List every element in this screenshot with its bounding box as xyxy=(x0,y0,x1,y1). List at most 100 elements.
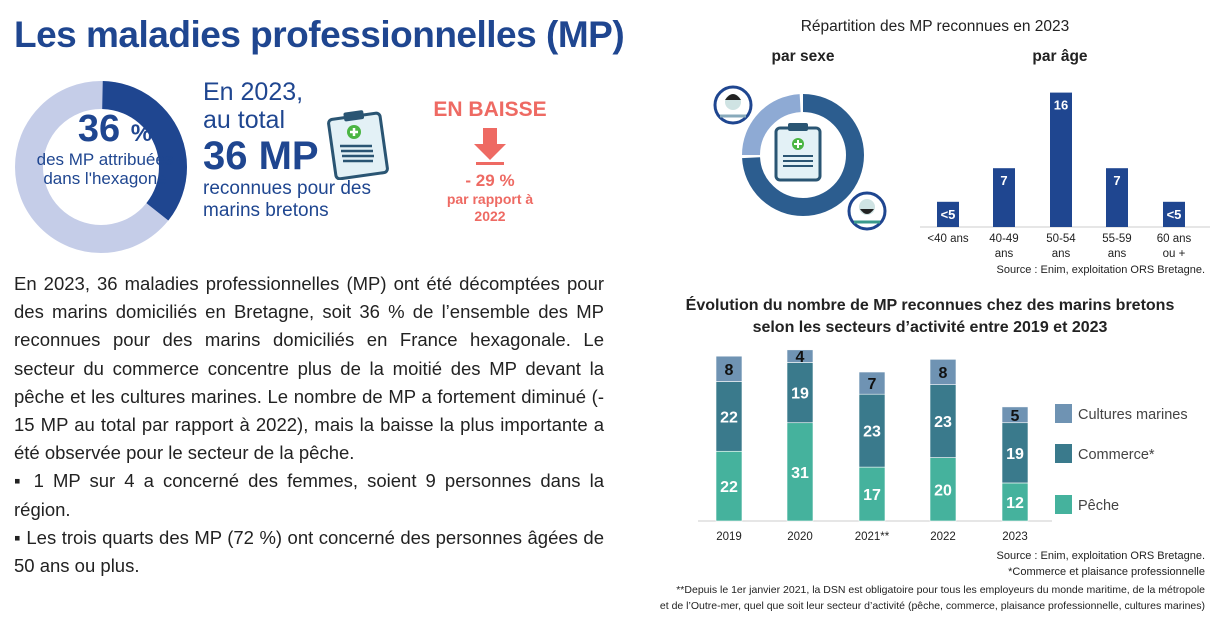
evolution-title-line: selon les secteurs d’activité entre 2019… xyxy=(752,319,1108,336)
age-value-label: 16 xyxy=(1054,98,1068,113)
age-category-label: 40-49 xyxy=(989,233,1018,245)
stack-segment-0 xyxy=(858,466,886,522)
sex-donut-chart xyxy=(713,85,887,231)
age-label: par âge xyxy=(1032,48,1088,65)
year-label: 2020 xyxy=(787,531,813,543)
trend-value: - 29 % xyxy=(465,171,515,190)
stack-segment-0 xyxy=(1001,482,1029,522)
stack-value-label: 8 xyxy=(939,365,948,382)
age-value-label: <5 xyxy=(1167,207,1182,222)
year-label: 2023 xyxy=(1002,531,1028,543)
stack-value-label: 19 xyxy=(1006,446,1024,463)
sex-slice-femmes xyxy=(742,94,864,216)
age-bar xyxy=(1163,201,1185,227)
age-value-label: 7 xyxy=(1000,173,1007,188)
year-line: En 2023, xyxy=(203,78,304,106)
stack-segment-1 xyxy=(1001,422,1029,484)
age-category-label: 60 ans xyxy=(1157,233,1192,245)
summary-bullet: ▪ 1 MP sur 4 a concerné des femmes, soie… xyxy=(14,470,604,520)
stack-value-label: 20 xyxy=(934,482,952,499)
trend-block: EN BAISSE - 29 % par rapport à 2022 xyxy=(420,98,560,225)
page-title: Les maladies professionnelles (MP) xyxy=(14,14,625,55)
age-category-label: ans xyxy=(995,248,1014,260)
repartition-source: Source : Enim, exploitation ORS Bretagne… xyxy=(996,264,1206,276)
stack-value-label: 5 xyxy=(1011,408,1020,425)
kpi-percent: 36 % xyxy=(60,110,170,153)
stack-segment-2 xyxy=(858,371,886,395)
stack-segment-0 xyxy=(929,457,957,522)
clipboard-icon xyxy=(327,110,389,180)
sector-stacked-chart: 222282019311942020172372021**20238202212… xyxy=(698,349,1188,543)
legend-swatch xyxy=(1055,444,1072,463)
kpi-total-caption: reconnues pour des marins bretons xyxy=(203,178,371,221)
age-category-label: ans xyxy=(1052,248,1071,260)
note-commerce: *Commerce et plaisance professionnelle xyxy=(1008,566,1205,578)
legend-swatch xyxy=(1055,404,1072,423)
stack-segment-1 xyxy=(858,393,886,468)
legend-swatch xyxy=(1055,495,1072,514)
stack-value-label: 22 xyxy=(720,479,738,496)
year-label: 2019 xyxy=(716,531,742,543)
stack-value-label: 22 xyxy=(720,409,738,426)
year-label: 2021** xyxy=(855,531,890,543)
note-dsn-cont: et de l’Outre-mer, quel que soit leur se… xyxy=(659,600,1205,612)
evolution-title-line: Évolution du nombre de MP reconnues chez… xyxy=(685,297,1175,314)
summary-text: En 2023, 36 maladies professionnelles (M… xyxy=(14,270,604,580)
summary-bullet: ▪ Les trois quarts des MP (72 %) ont con… xyxy=(14,526,604,577)
age-bar xyxy=(937,201,959,227)
age-bar xyxy=(1106,168,1128,227)
stack-value-label: 23 xyxy=(863,424,881,441)
note-dsn: **Depuis le 1er janvier 2021, la DSN est… xyxy=(676,584,1205,596)
stack-value-label: 31 xyxy=(791,465,809,482)
stack-segment-2 xyxy=(715,355,743,382)
trend-caption: par rapport à 2022 xyxy=(446,191,534,224)
stack-value-label: 17 xyxy=(863,487,881,504)
age-category-label: ans xyxy=(1108,248,1127,260)
stack-segment-1 xyxy=(929,384,957,458)
summary-paragraph: En 2023, 36 maladies professionnelles (M… xyxy=(14,273,604,464)
legend-label: Pêche xyxy=(1078,498,1119,514)
stack-segment-1 xyxy=(786,362,814,424)
age-bar-chart: <5 <40 ans 7 40-49 ans 16 50-54 ans 7 55-59 ans <5 6… xyxy=(920,92,1210,260)
age-value-label: 7 xyxy=(1113,173,1120,188)
age-category-label: 55-59 xyxy=(1102,233,1131,245)
evolution-title: Évolution du nombre de MP reconnues chez… xyxy=(660,295,1200,339)
age-category-label: ou + xyxy=(1163,248,1186,260)
stack-segment-0 xyxy=(715,450,743,522)
hexagone-donut xyxy=(15,81,187,253)
stack-value-label: 7 xyxy=(868,376,877,393)
age-bar xyxy=(993,168,1015,227)
year-label: 2022 xyxy=(930,531,956,543)
legend-label: Cultures marines xyxy=(1078,407,1188,423)
stack-value-label: 4 xyxy=(796,349,805,366)
total-line: au total xyxy=(203,106,286,134)
percent-caption: des MP attribuées dans l'hexagone xyxy=(36,150,174,188)
trend-title: EN BAISSE xyxy=(433,98,547,121)
age-bar xyxy=(1050,92,1072,227)
evolution-source: Source : Enim, exploitation ORS Bretagne… xyxy=(996,550,1206,562)
stack-value-label: 12 xyxy=(1006,495,1024,512)
stack-value-label: 19 xyxy=(791,386,809,403)
sexe-label: par sexe xyxy=(771,48,835,65)
age-category-label: 50-54 xyxy=(1046,233,1076,245)
stack-segment-2 xyxy=(786,349,814,363)
donut-share xyxy=(15,81,187,253)
man-avatar-icon xyxy=(847,191,887,231)
age-value-label: <5 xyxy=(941,207,956,222)
repartition-title: Répartition des MP reconnues en 2023 xyxy=(800,18,1070,35)
age-category-label: <40 ans xyxy=(927,233,968,245)
stack-value-label: 23 xyxy=(934,414,952,431)
percent-sign: % xyxy=(130,120,153,147)
clipboard-icon xyxy=(774,123,822,182)
stack-segment-2 xyxy=(1001,406,1029,424)
kpi-year: En 2023, au total xyxy=(203,78,303,134)
kpi-total: 36 MP xyxy=(203,134,319,178)
stack-value-label: 8 xyxy=(725,362,734,379)
stack-segment-1 xyxy=(715,381,743,452)
stack-segment-2 xyxy=(929,359,957,385)
woman-avatar-icon xyxy=(713,85,753,125)
percent-value: 36 xyxy=(77,108,121,150)
sex-slice-hommes xyxy=(742,94,864,216)
legend-label: Commerce* xyxy=(1078,447,1155,463)
arrow-down-icon xyxy=(474,128,506,165)
